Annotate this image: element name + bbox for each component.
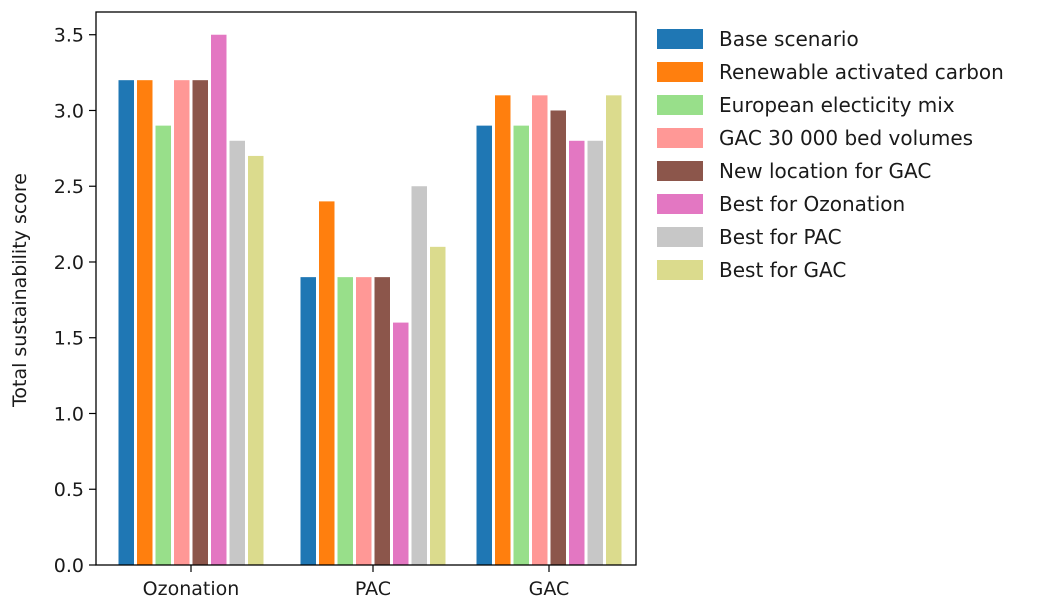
legend-swatch-3 <box>657 95 703 115</box>
legend-label-7: Best for PAC <box>719 225 842 249</box>
legend-swatch-2 <box>657 62 703 82</box>
y-tick-label: 1.5 <box>54 328 84 350</box>
bar-ozonation-series-6 <box>211 34 227 566</box>
legend-label-2: Renewable activated carbon <box>719 60 1004 84</box>
y-tick-label: 2.0 <box>54 252 84 274</box>
bar-gac-series-8 <box>606 95 622 565</box>
bar-gac-series-2 <box>495 95 511 565</box>
bar-pac-series-3 <box>337 277 353 565</box>
y-axis-label: Total sustainability score <box>9 173 31 408</box>
legend-swatch-5 <box>657 161 703 181</box>
legend-swatch-4 <box>657 128 703 148</box>
legend-label-4: GAC 30 000 bed volumes <box>719 126 973 150</box>
y-tick-label: 3.0 <box>54 100 84 122</box>
legend-swatch-1 <box>657 29 703 49</box>
bar-ozonation-series-4 <box>174 80 190 565</box>
legend-label-5: New location for GAC <box>719 159 931 183</box>
y-tick-label: 0.0 <box>54 555 84 577</box>
bar-gac-series-4 <box>532 95 548 565</box>
bar-gac-series-7 <box>587 140 603 565</box>
bar-gac-series-5 <box>550 110 566 565</box>
legend-swatch-7 <box>657 227 703 247</box>
bar-ozonation-series-3 <box>155 125 171 566</box>
bar-pac-series-6 <box>393 322 409 565</box>
y-tick-label: 3.5 <box>54 25 84 47</box>
bar-ozonation-series-8 <box>248 155 264 565</box>
bar-ozonation-series-5 <box>192 80 208 565</box>
legend-label-1: Base scenario <box>719 27 859 51</box>
bar-gac-series-1 <box>476 125 492 566</box>
bar-ozonation-series-1 <box>118 80 134 565</box>
bar-pac-series-7 <box>411 186 427 565</box>
plot-area: 0.0 0.5 1.0 1.5 2.0 2.5 3.0 3.5 Ozonation PAC GAC <box>54 11 637 598</box>
bar-pac-series-8 <box>430 246 446 565</box>
bar-pac-series-4 <box>356 277 372 565</box>
bar-pac-series-2 <box>319 201 335 566</box>
y-tick-label: 1.0 <box>54 403 84 425</box>
y-tick-label: 2.5 <box>54 176 84 198</box>
axes-frame <box>95 11 637 566</box>
bar-gac-series-3 <box>513 125 529 566</box>
bar-ozonation-series-2 <box>137 80 153 565</box>
legend-label-8: Best for GAC <box>719 258 846 282</box>
legend-swatch-8 <box>657 260 703 280</box>
bar-pac-series-1 <box>300 277 316 565</box>
legend-swatch-6 <box>657 194 703 214</box>
x-tick-label-ozonation: Ozonation <box>143 578 240 598</box>
bar-pac-series-5 <box>374 277 390 565</box>
legend-label-6: Best for Ozonation <box>719 192 905 216</box>
y-tick-label: 0.5 <box>54 479 84 501</box>
x-tick-label-pac: PAC <box>355 578 391 598</box>
x-tick-label-gac: GAC <box>529 578 570 598</box>
bar-gac-series-6 <box>569 140 585 565</box>
legend-label-3: European electicity mix <box>719 93 955 117</box>
legend: Base scenario Renewable activated carbon E… <box>657 27 1004 282</box>
bar-ozonation-series-7 <box>229 140 245 565</box>
